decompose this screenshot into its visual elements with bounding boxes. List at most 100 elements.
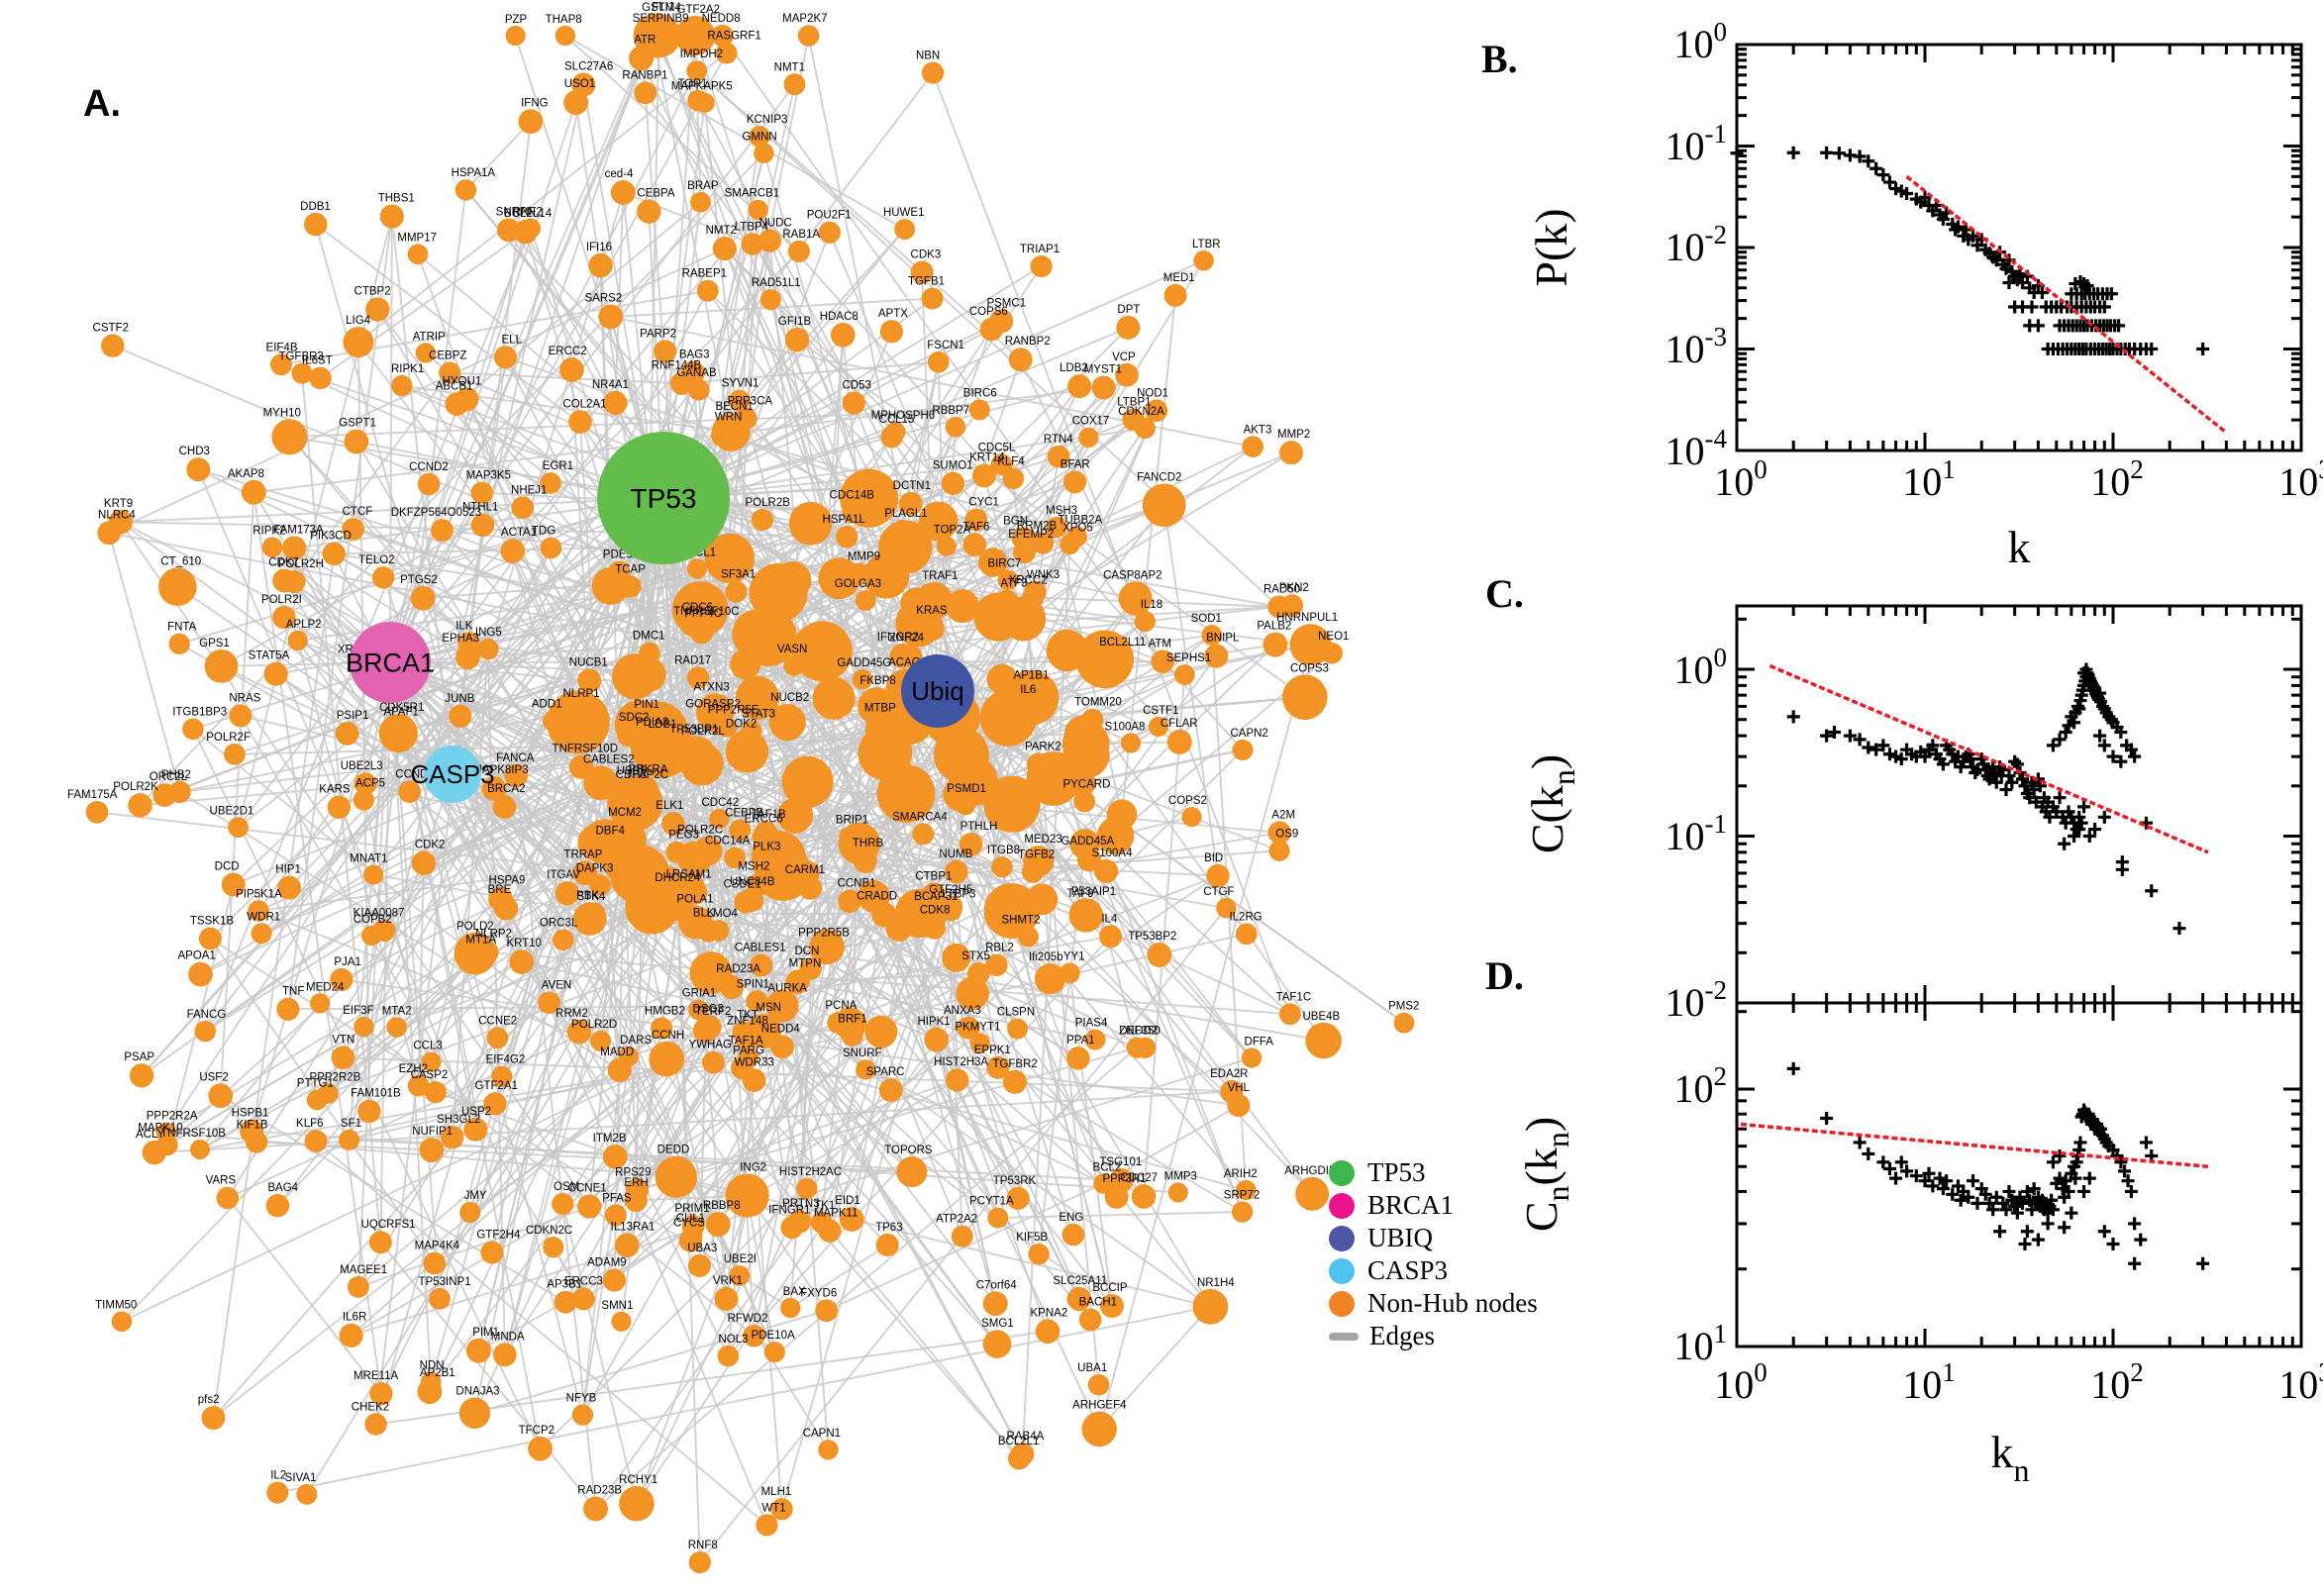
node-label: NRAS	[229, 693, 260, 705]
node-label: S100A8	[1105, 721, 1146, 733]
network-edge	[937, 427, 957, 692]
non-hub-node	[1061, 1223, 1085, 1247]
node-label: NR1H4	[1197, 1277, 1235, 1289]
non-hub-node	[1078, 427, 1099, 449]
data-point	[1936, 212, 1950, 226]
node-label: TCAP	[615, 563, 646, 575]
non-hub-node	[407, 1074, 430, 1097]
data-point	[1853, 150, 1867, 163]
non-hub-node	[1007, 1018, 1029, 1040]
node-label: LMO4	[707, 908, 739, 920]
node-label: NEO1	[1318, 631, 1349, 643]
data-point	[1967, 229, 1979, 243]
node-label: DNAJA3	[455, 1386, 499, 1398]
non-hub-node	[796, 1177, 818, 1200]
non-hub-node	[842, 391, 865, 415]
node-label: RABEP1	[682, 268, 727, 280]
node-label: TKT	[737, 1010, 758, 1022]
data-point	[2025, 300, 2039, 314]
node-label: BCL2L1	[998, 1436, 1040, 1447]
non-hub-node	[1147, 943, 1172, 967]
non-hub-node	[454, 387, 479, 412]
data-point	[2016, 1196, 2030, 1210]
node-label: POLR2K	[113, 781, 158, 793]
node-label: IL6R	[343, 1312, 366, 1324]
node-label: ORC2L	[150, 771, 188, 783]
non-hub-node	[783, 654, 805, 676]
data-point	[2074, 816, 2088, 830]
non-hub-node	[688, 999, 709, 1021]
data-point	[2124, 743, 2138, 756]
network-edge	[465, 398, 1212, 1308]
node-cluster-blob	[730, 648, 761, 680]
data-point	[1869, 743, 1883, 756]
node-label: MAPK11	[814, 1208, 858, 1220]
node-label: GTF2H5	[929, 884, 972, 896]
node-label: SMARCA4	[892, 811, 948, 823]
non-hub-node	[945, 416, 966, 438]
node-cluster-blob	[1096, 817, 1135, 854]
node-label: LDB1	[649, 719, 677, 731]
data-point	[2008, 300, 2022, 314]
non-hub-node	[611, 1311, 632, 1332]
node-label: TP63	[875, 1222, 903, 1234]
data-point	[1986, 1203, 2000, 1217]
tick-label: 101	[1674, 1319, 1728, 1368]
non-hub-node	[538, 991, 560, 1015]
data-point	[2031, 319, 2045, 333]
non-hub-node	[465, 1338, 491, 1363]
non-hub-node	[568, 410, 592, 434]
node-label: CASP8AP2	[1103, 569, 1162, 581]
non-hub-node	[368, 1231, 392, 1254]
node-label: FSCN1	[927, 340, 964, 351]
data-point	[2053, 1171, 2067, 1185]
non-hub-node	[827, 1012, 849, 1034]
data-point	[2115, 862, 2129, 876]
node-label: DEDD2	[1119, 1026, 1158, 1038]
legend-item-casp3: CASP3	[1329, 1254, 1538, 1287]
non-hub-node	[563, 90, 589, 116]
node-label: ITM2B	[593, 1133, 627, 1145]
node-label: OSM	[554, 1181, 579, 1193]
ubiq-swatch-icon	[1329, 1225, 1355, 1251]
fit-line	[1740, 1122, 2209, 1168]
tick-label: 10-3	[1666, 322, 1728, 371]
node-label: FNTA	[167, 622, 197, 634]
node-label: IL18	[1141, 599, 1162, 611]
node-label: KIAA0087	[354, 907, 405, 919]
non-hub-node	[291, 362, 313, 384]
network-edge	[727, 1080, 756, 1356]
node-cluster-blob	[781, 755, 834, 808]
data-point	[2114, 726, 2128, 740]
non-hub-node	[838, 889, 861, 914]
node-label: VRK1	[713, 1275, 743, 1287]
node-label: STK4	[576, 891, 605, 903]
non-hub-node	[1305, 1022, 1342, 1059]
non-hub-node	[488, 886, 514, 912]
y-axis-title: C(kn​)	[1522, 754, 1581, 853]
network-edge	[209, 497, 664, 940]
node-label: TOP1	[677, 78, 707, 90]
node-label: GORASP2	[685, 699, 741, 711]
node-label: ATM	[1149, 638, 1171, 649]
node-label: CHEK2	[352, 1401, 389, 1413]
non-hub-node	[343, 327, 374, 358]
non-hub-node	[705, 1212, 731, 1238]
node-cluster-blob	[946, 589, 980, 624]
node-label: KRT10	[506, 938, 542, 949]
node-label: TGFBR2	[992, 1058, 1037, 1070]
node-label: MTBP	[864, 703, 896, 715]
data-point	[2106, 749, 2120, 763]
data-point	[1999, 1203, 2013, 1217]
non-hub-node	[686, 666, 710, 689]
node-label: MNDA	[491, 1331, 525, 1343]
non-hub-node	[763, 1342, 785, 1363]
non-hub-node	[985, 953, 1008, 976]
network-edge	[212, 678, 863, 1419]
network-edge	[251, 661, 391, 1132]
non-hub-node	[1192, 1288, 1229, 1325]
node-label: FAM175A	[67, 789, 118, 801]
non-hub-node	[855, 590, 876, 611]
x-axis-title: k	[2008, 522, 2031, 572]
non-hub-node	[945, 1068, 969, 1092]
